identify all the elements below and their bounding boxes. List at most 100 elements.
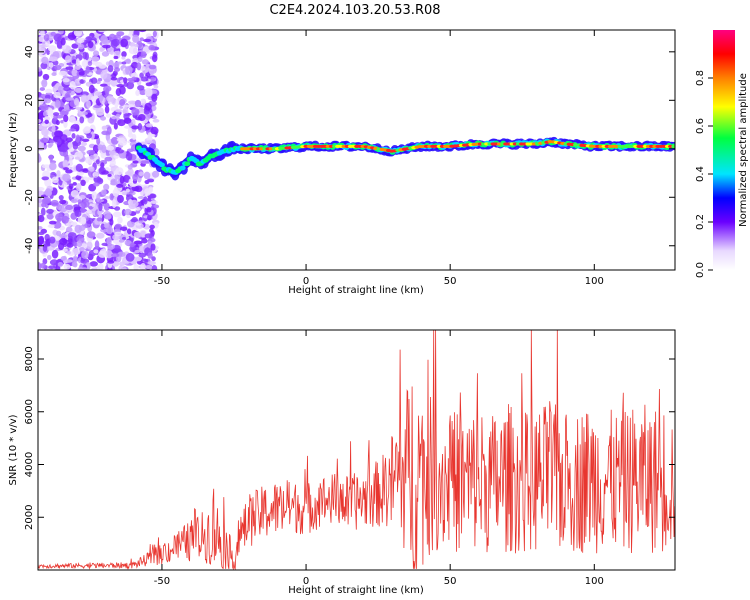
noise-blob [38, 140, 43, 149]
noise-blob [116, 183, 124, 188]
noise-blob [68, 128, 77, 132]
noise-blob [65, 204, 74, 211]
snr-ticks: -50 0 50 100 2000 4000 6000 8000 [24, 330, 675, 587]
noise-blob [115, 88, 122, 97]
noise-blob [80, 94, 88, 103]
noise-blob [115, 113, 121, 118]
noise-blob [109, 158, 116, 167]
noise-blob [144, 188, 152, 196]
noise-blob [135, 89, 140, 97]
noise-blob [93, 104, 102, 109]
noise-blob [151, 256, 156, 262]
noise-blob [72, 255, 78, 264]
noise-blob [125, 67, 130, 75]
noise-blob [111, 253, 120, 258]
noise-blob [133, 240, 143, 245]
noise-blob [146, 206, 152, 213]
noise-blob [93, 249, 99, 254]
noise-blob [76, 38, 85, 44]
noise-blob [75, 182, 82, 192]
noise-blob [75, 134, 80, 143]
noise-blob [110, 182, 119, 186]
noise-blob [77, 145, 86, 152]
noise-blob [151, 54, 158, 63]
noise-blob [129, 243, 135, 248]
noise-blob [86, 231, 96, 239]
noise-blob [74, 156, 80, 160]
noise-blob [60, 143, 69, 153]
noise-blob [65, 97, 75, 101]
noise-blob [38, 44, 42, 49]
noise-blob [80, 216, 87, 225]
noise-blob [139, 245, 144, 254]
noise-blob [99, 47, 105, 52]
spectrogram-ticks: -50 0 50 100 -40 -20 0 20 40 [24, 30, 675, 287]
spectrogram-panel: -50 0 50 100 -40 -20 0 20 40 Height of straight … [8, 29, 676, 296]
y-tick-label: 2000 [24, 505, 35, 530]
noise-blob [74, 209, 82, 218]
noise-blob [41, 56, 49, 64]
y-tick-label: -20 [24, 189, 35, 205]
noise-blob [118, 140, 128, 146]
noise-blob [94, 240, 100, 250]
noise-blob [40, 262, 46, 269]
noise-blob [132, 173, 138, 182]
snr-series-line [38, 330, 675, 570]
noise-blob [86, 132, 93, 139]
noise-blob [67, 32, 77, 41]
noise-blob [133, 231, 142, 238]
noise-blob [90, 77, 98, 84]
noise-blob [56, 138, 62, 145]
noise-blob [127, 126, 133, 136]
noise-blob [107, 260, 115, 264]
noise-blob [56, 230, 62, 237]
noise-blob [138, 171, 144, 177]
noise-blob [83, 168, 89, 173]
noise-blob [149, 228, 154, 233]
noise-blob [42, 110, 48, 117]
noise-blob [93, 182, 100, 187]
noise-blob [53, 33, 62, 42]
noise-blob [47, 254, 52, 260]
x-tick-label: -50 [154, 576, 170, 587]
spectrogram-ylabel: Frequency (Hz) [8, 112, 19, 188]
noise-blob [119, 99, 126, 106]
noise-blob [120, 38, 129, 48]
noise-blob [74, 78, 82, 84]
noise-blob [86, 241, 93, 250]
noise-blob [104, 156, 113, 162]
noise-blob [44, 188, 52, 197]
noise-blob [73, 97, 80, 106]
noise-blob [49, 56, 58, 62]
noise-blob [82, 51, 88, 60]
noise-blob [116, 149, 125, 154]
noise-blob [96, 193, 101, 203]
noise-blob [38, 231, 45, 236]
noise-blob [53, 91, 61, 99]
noise-blob [97, 30, 107, 33]
noise-blob [138, 30, 147, 33]
noise-blob [97, 77, 103, 82]
noise-blob [54, 65, 62, 71]
noise-blob [87, 40, 94, 49]
noise-blob [113, 55, 119, 60]
noise-blob [75, 106, 83, 111]
noise-blob [145, 72, 151, 77]
noise-blob [47, 108, 54, 117]
noise-blob [116, 83, 125, 88]
noise-blob [49, 162, 57, 171]
noise-blob [131, 61, 139, 69]
noise-blob [55, 120, 60, 126]
noise-blob [144, 233, 153, 239]
snr-frame [37, 329, 676, 571]
noise-blob [126, 81, 135, 90]
noise-blob [81, 250, 89, 259]
noise-blob [59, 233, 68, 239]
noise-blob [63, 263, 71, 270]
noise-blob [48, 220, 57, 225]
noise-blob [135, 206, 141, 211]
noise-blob [114, 223, 122, 230]
noise-blob [102, 39, 111, 44]
x-tick-label: 50 [444, 576, 457, 587]
noise-blob [143, 171, 151, 180]
